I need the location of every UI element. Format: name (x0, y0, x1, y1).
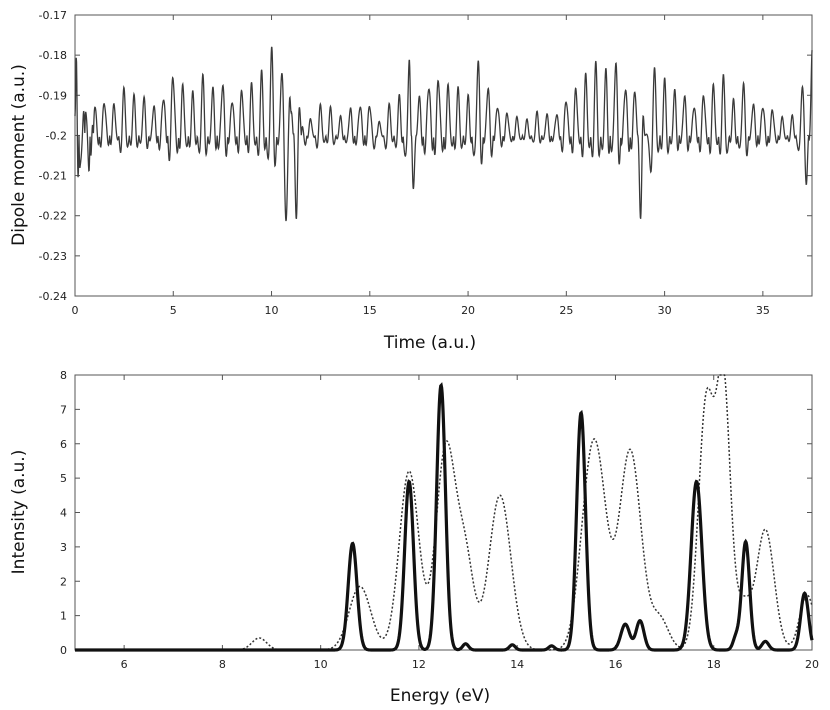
spectrum-ytick-label: 6 (60, 438, 67, 451)
spectrum-xtick-label: 18 (707, 658, 721, 671)
spectrum-xtick-label: 16 (608, 658, 622, 671)
spectrum-xtick-label: 10 (314, 658, 328, 671)
spectrum-x-ticks: 6 8 10 12 14 16 18 20 (121, 375, 819, 671)
dipole-xtick-label: 0 (72, 304, 79, 317)
dipole-xtick-label: 35 (756, 304, 770, 317)
spectrum-ytick-label: 4 (60, 507, 67, 520)
dipole-ytick-label: -0.19 (39, 89, 67, 102)
dipole-x-axis-label: Time (a.u.) (383, 333, 476, 353)
dipole-xtick-label: 5 (170, 304, 177, 317)
dipole-y-ticks: -0.17 -0.18 -0.19 -0.2 -0.21 -0.22 -0.23 -0.24 (39, 9, 812, 303)
dipole-ytick-label: -0.22 (39, 210, 67, 223)
dipole-ytick-label: -0.24 (39, 290, 67, 303)
spectrum-x-axis-label: Energy (eV) (390, 686, 490, 706)
dipole-ytick-label: -0.2 (46, 129, 67, 142)
spectrum-xtick-label: 20 (805, 658, 819, 671)
spectrum-ytick-label: 1 (60, 610, 67, 623)
spectrum-ytick-label: 8 (60, 369, 67, 382)
dipole-xtick-label: 20 (461, 304, 475, 317)
spectrum-ytick-label: 0 (60, 644, 67, 657)
spectrum-ytick-label: 3 (60, 541, 67, 554)
dipole-xtick-label: 10 (265, 304, 279, 317)
dipole-ytick-label: -0.18 (39, 49, 67, 62)
spectrum-xtick-label: 14 (510, 658, 524, 671)
dipole-x-ticks: 0 5 10 15 20 25 30 35 (72, 15, 770, 317)
spectrum-series-dotted (75, 374, 813, 651)
spectrum-xtick-label: 6 (121, 658, 128, 671)
spectrum-xtick-label: 8 (219, 658, 226, 671)
dipole-plot-frame (74, 14, 813, 297)
dipole-ytick-label: -0.23 (39, 250, 67, 263)
spectrum-xtick-label: 12 (412, 658, 426, 671)
dipole-ytick-label: -0.17 (39, 9, 67, 22)
dipole-y-axis-label: Dipole moment (a.u.) (9, 64, 29, 246)
dipole-moment-plot: -0.17-0.18-0.19-0.2-0.21-0.22-0.23-0.24 … (9, 9, 813, 353)
spectrum-ytick-label: 7 (60, 403, 67, 416)
spectrum-ytick-label: 2 (60, 575, 67, 588)
spectrum-y-axis-label: Intensity (a.u.) (9, 450, 29, 575)
dipole-moment-series-line (74, 46, 813, 222)
spectrum-ytick-label: 5 (60, 472, 67, 485)
dipole-xtick-label: 30 (658, 304, 672, 317)
dipole-xtick-label: 25 (559, 304, 573, 317)
spectrum-series-solid (75, 382, 814, 652)
spectrum-y-ticks: 0 1 2 3 4 5 6 7 8 (60, 369, 812, 657)
dipole-ytick-label: -0.21 (39, 170, 67, 183)
dipole-xtick-label: 15 (363, 304, 377, 317)
